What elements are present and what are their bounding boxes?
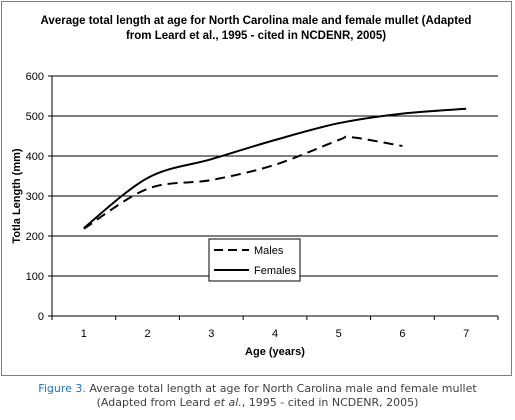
- y-tick-label: 200: [26, 231, 44, 243]
- x-tick-label: 1: [81, 328, 87, 340]
- chart-frame: Average total length at age for North Ca…: [1, 1, 512, 376]
- y-tick-label: 500: [26, 111, 44, 123]
- grid-lines: [52, 75, 498, 277]
- chart-title-line: from Leard et al., 1995 - cited in NCDEN…: [126, 30, 386, 42]
- line-chart: Average total length at age for North Ca…: [11, 15, 499, 358]
- y-axis-title: Totla Length (mm): [11, 148, 23, 243]
- caption-text-2b: et al.: [213, 396, 242, 409]
- x-tick-label: 7: [463, 328, 469, 340]
- caption-text-2c: , 1995 - cited in NCDENR, 2005): [241, 396, 419, 409]
- x-tick-label: 3: [208, 328, 214, 340]
- y-tick-label: 0: [38, 311, 44, 323]
- figure-label: Figure 3.: [38, 382, 86, 395]
- chart-title-line: Average total length at age for North Ca…: [41, 15, 472, 27]
- series-line-females: [83, 107, 467, 229]
- x-tick-label: 4: [272, 328, 278, 340]
- figure-caption: Figure 3. Average total length at age fo…: [0, 382, 515, 410]
- caption-text-2a: (Adapted from Leard: [96, 396, 214, 409]
- x-axis-title: Age (years): [245, 346, 305, 358]
- y-tick-label: 100: [26, 271, 44, 283]
- legend-box: [208, 238, 301, 282]
- tick-labels: 0 100 200 300 400 500 600 1 2 3 4 5 6 7: [26, 71, 499, 340]
- x-tick-label: 6: [399, 328, 405, 340]
- caption-text-1: Average total length at age for North Ca…: [85, 382, 477, 395]
- y-tick-label: 400: [26, 151, 44, 163]
- chart-title: Average total length at age for North Ca…: [41, 15, 472, 42]
- y-tick-label: 600: [26, 71, 44, 83]
- legend-label-males: Males: [254, 245, 284, 257]
- legend: Males Females: [208, 238, 301, 282]
- caption-line-1: Figure 3. Average total length at age fo…: [0, 382, 515, 396]
- y-tick-label: 300: [26, 191, 44, 203]
- x-tick-label: 2: [145, 328, 151, 340]
- x-tick-label: 5: [336, 328, 342, 340]
- series-lines: [83, 107, 467, 230]
- caption-line-2: (Adapted from Leard et al., 1995 - cited…: [0, 396, 515, 410]
- legend-label-females: Females: [254, 265, 297, 277]
